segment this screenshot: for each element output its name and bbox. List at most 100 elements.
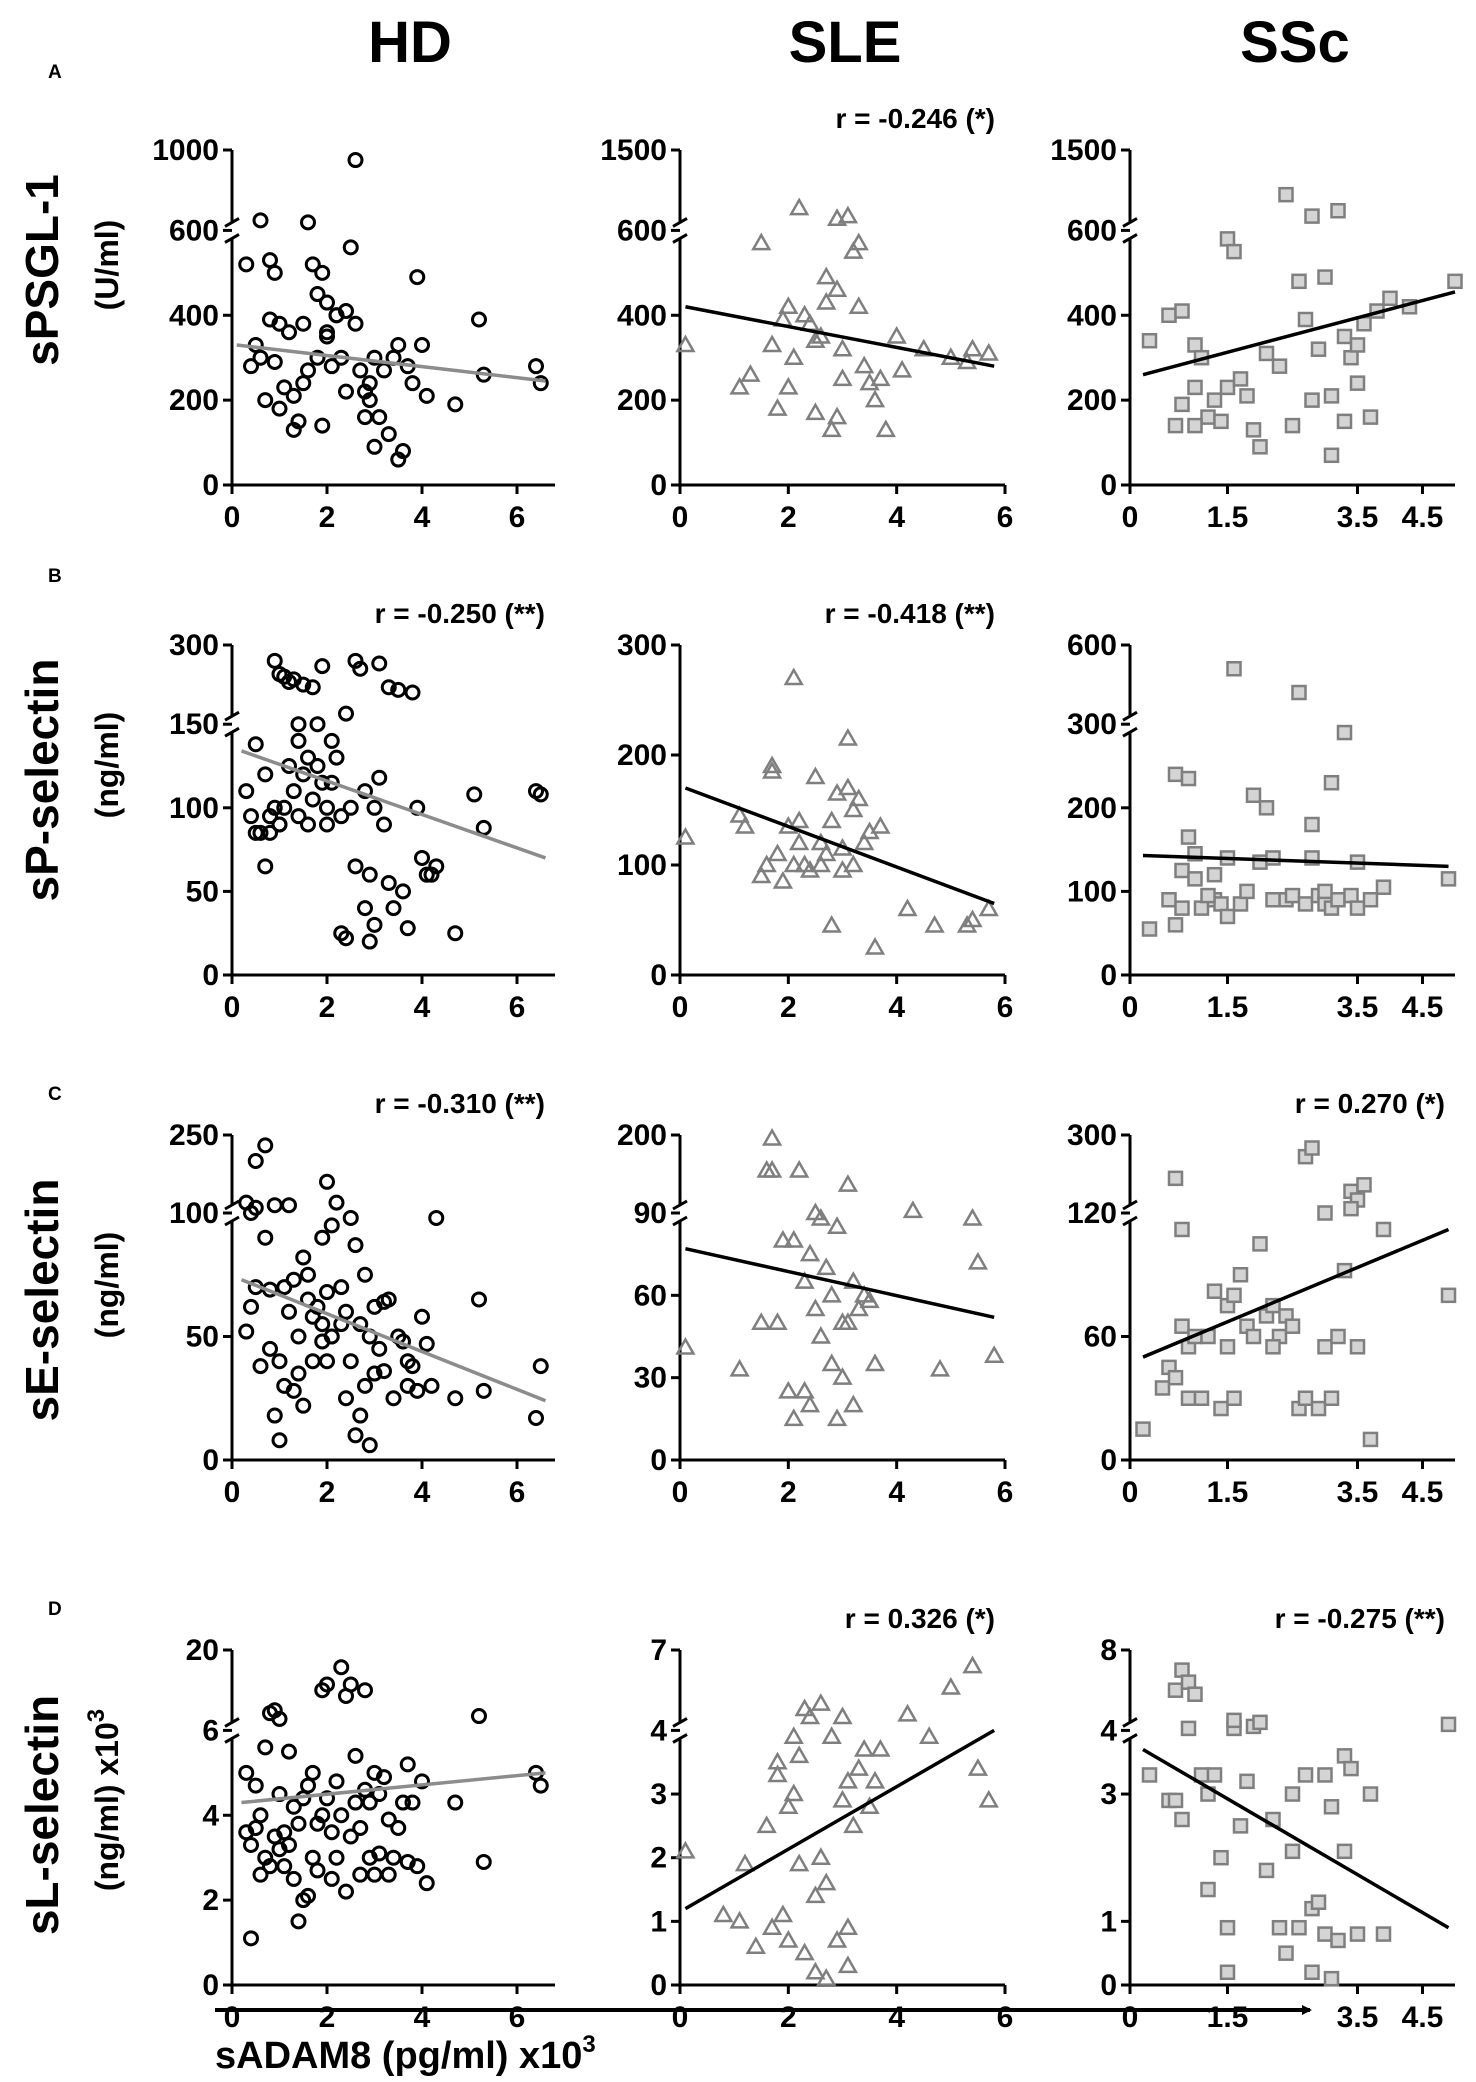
data-point-circle — [404, 1794, 421, 1811]
data-point-circle — [347, 1794, 364, 1811]
data-point-square — [1219, 1964, 1236, 1981]
data-point-circle — [371, 1340, 388, 1357]
y-tick-label: 0 — [202, 469, 219, 502]
data-point-square — [1167, 1682, 1184, 1698]
data-point-square — [1284, 417, 1301, 434]
x-tick-label: 4.5 — [1402, 1476, 1444, 1509]
data-point-circle — [247, 736, 264, 753]
data-point-circle — [304, 679, 321, 696]
y-axis-break-mark-bottom — [672, 1733, 688, 1744]
data-point-triangle — [837, 1955, 859, 1974]
data-point-square — [1362, 1431, 1379, 1448]
y-axis-break-mark-bottom — [672, 233, 688, 244]
data-point-square — [1252, 854, 1268, 870]
data-point-square — [1141, 332, 1158, 349]
data-point-square — [1440, 1287, 1457, 1304]
data-point-triangle — [843, 854, 864, 873]
y-axis-break-mark-bottom — [1122, 233, 1138, 244]
data-point-triangle — [767, 1751, 788, 1770]
data-point-square — [1232, 1818, 1249, 1834]
y-tick-label: 4 — [650, 1714, 667, 1747]
data-point-circle — [323, 732, 340, 749]
data-point-square — [1310, 1894, 1327, 1911]
data-point-triangle — [783, 854, 804, 873]
data-point-circle — [314, 1229, 331, 1246]
y-tick-label: 300 — [1067, 708, 1117, 741]
data-point-circle — [376, 1363, 392, 1380]
data-point-square — [1245, 1328, 1262, 1345]
data-point-circle — [262, 1340, 278, 1357]
data-point-triangle — [783, 1229, 804, 1248]
data-point-circle — [295, 1397, 312, 1414]
data-point-triangle — [794, 1380, 815, 1399]
data-point-circle — [333, 1659, 350, 1676]
data-point-triangle — [837, 205, 859, 224]
data-point-triangle — [810, 1693, 831, 1711]
y-tick-label: 50 — [186, 875, 219, 908]
data-point-circle — [300, 1887, 316, 1904]
data-point-circle — [300, 362, 316, 379]
data-point-square — [1174, 303, 1190, 319]
panel-d-sle: 0 1 2 3 4 7 0 2 4 6 r = 0.326 (*) — [650, 1603, 1013, 2034]
data-point-triangle — [826, 406, 848, 425]
data-point-square — [1336, 1843, 1353, 1860]
data-point-square — [1200, 887, 1216, 904]
y-tick-label: 0 — [1100, 1444, 1117, 1477]
data-point-triangle — [799, 1394, 821, 1413]
data-point-circle — [285, 1271, 302, 1288]
data-point-circle — [380, 679, 397, 696]
data-point-circle — [319, 328, 335, 345]
data-point-square — [1219, 1339, 1236, 1355]
data-point-triangle — [837, 1174, 859, 1192]
y-tick-label: 50 — [186, 1321, 219, 1354]
data-point-square — [1447, 273, 1463, 290]
trend-line — [1142, 290, 1456, 377]
y-axis-break-mark-top — [224, 710, 240, 722]
x-tick-label: 4 — [414, 2001, 431, 2034]
data-point-square — [1252, 1236, 1268, 1252]
panel-letter-d: D — [48, 1599, 62, 1620]
data-point-circle — [404, 375, 421, 392]
x-axis-label-sup: 3 — [582, 2031, 595, 2058]
data-point-square — [1310, 1400, 1327, 1417]
data-point-circle — [466, 786, 483, 803]
data-point-circle — [290, 808, 307, 825]
data-point-square — [1232, 896, 1249, 912]
data-point-circle — [319, 1173, 335, 1190]
x-tick-label: 6 — [509, 2001, 526, 2034]
data-point-square — [1375, 879, 1392, 895]
trend-line — [684, 786, 995, 906]
data-point-circle — [347, 315, 364, 332]
data-point-circle — [475, 819, 492, 836]
data-point-circle — [266, 264, 283, 281]
y-tick-label: 0 — [202, 959, 219, 992]
data-point-circle — [309, 286, 326, 303]
y-axis-break-mark-top — [672, 1717, 688, 1728]
data-point-circle — [285, 783, 302, 800]
data-point-triangle — [940, 1677, 961, 1695]
y-tick-label: 400 — [617, 299, 667, 332]
data-point-square — [1382, 290, 1398, 307]
data-point-circle — [266, 1197, 283, 1214]
data-point-circle — [361, 392, 378, 409]
y-tick-label: 60 — [1084, 1321, 1117, 1354]
data-point-triangle — [751, 1312, 772, 1331]
x-tick-label: 2 — [780, 991, 797, 1024]
data-point-triangle — [767, 843, 788, 862]
data-point-square — [1349, 1339, 1366, 1355]
data-point-square — [1167, 417, 1184, 434]
data-point-square — [1219, 379, 1236, 396]
data-point-circle — [290, 1328, 307, 1345]
y-tick-label: 200 — [1067, 384, 1117, 417]
data-point-triangle — [767, 1312, 788, 1331]
data-point-triangle — [864, 1353, 886, 1372]
data-point-circle — [247, 1777, 264, 1794]
panel-letter-b: B — [48, 566, 62, 587]
data-point-circle — [285, 1798, 302, 1815]
data-point-square — [1193, 1390, 1210, 1406]
data-point-circle — [262, 824, 278, 841]
data-point-square — [1226, 1390, 1242, 1406]
data-point-circle — [418, 387, 435, 404]
data-point-circle — [366, 438, 383, 455]
data-point-circle — [357, 1682, 373, 1699]
